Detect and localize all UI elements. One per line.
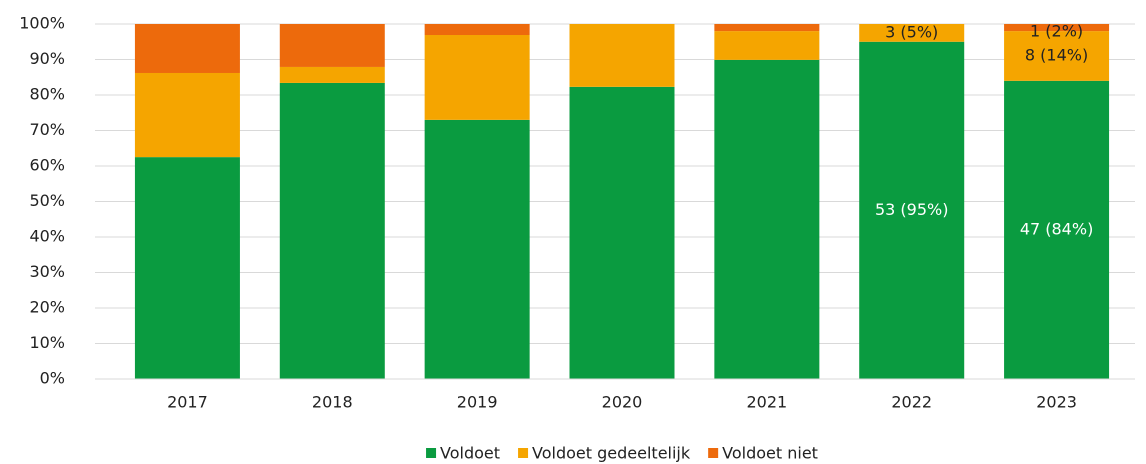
x-tick-label: 2021 (746, 393, 787, 412)
bar-segment (279, 24, 385, 67)
y-tick-label: 30% (29, 262, 65, 281)
legend-label: Voldoet (440, 444, 500, 463)
bar-segment (424, 119, 530, 379)
y-tick-label: 50% (29, 191, 65, 210)
bar-segment (714, 31, 820, 60)
legend-swatch (518, 448, 529, 458)
y-tick-label: 100% (19, 14, 65, 33)
y-tick-label: 0% (40, 369, 65, 388)
x-tick-label: 2023 (1036, 393, 1077, 412)
y-tick-label: 90% (29, 49, 65, 68)
bar-segment (1004, 80, 1110, 380)
data-label: 3 (5%) (885, 22, 938, 41)
bar-segment (1004, 24, 1110, 32)
y-tick-label: 80% (29, 85, 65, 104)
bar-segment (714, 59, 820, 379)
bar-segment (134, 72, 240, 158)
bar-segment (1004, 31, 1110, 81)
data-label: 53 (95%) (875, 200, 949, 219)
legend-label: Voldoet niet (722, 444, 818, 463)
bar-segment (859, 24, 965, 42)
legend-swatch (426, 448, 437, 458)
bar-segment (859, 41, 965, 379)
y-tick-label: 10% (29, 333, 65, 352)
legend-swatch (708, 448, 719, 458)
y-tick-label: 40% (29, 227, 65, 246)
data-label: 8 (14%) (1025, 45, 1088, 64)
x-tick-label: 2022 (891, 393, 932, 412)
bar-segment (569, 86, 675, 380)
bar-segment (714, 24, 820, 32)
legend-label: Voldoet gedeeltelijk (532, 444, 691, 463)
x-tick-label: 2017 (167, 393, 208, 412)
bar-segment (424, 24, 530, 36)
bar-segment (279, 82, 385, 380)
bar-segment (569, 24, 675, 87)
y-tick-label: 70% (29, 120, 65, 139)
data-label: 47 (84%) (1020, 219, 1094, 238)
bar-segment (424, 35, 530, 120)
x-tick-label: 2019 (457, 393, 498, 412)
data-label: 1 (2%) (1030, 22, 1083, 41)
x-tick-label: 2020 (602, 393, 643, 412)
y-tick-label: 20% (29, 298, 65, 317)
bar-segment (134, 24, 240, 73)
y-tick-label: 60% (29, 156, 65, 175)
bar-segment (279, 66, 385, 83)
x-tick-label: 2018 (312, 393, 353, 412)
bar-segment (134, 157, 240, 379)
